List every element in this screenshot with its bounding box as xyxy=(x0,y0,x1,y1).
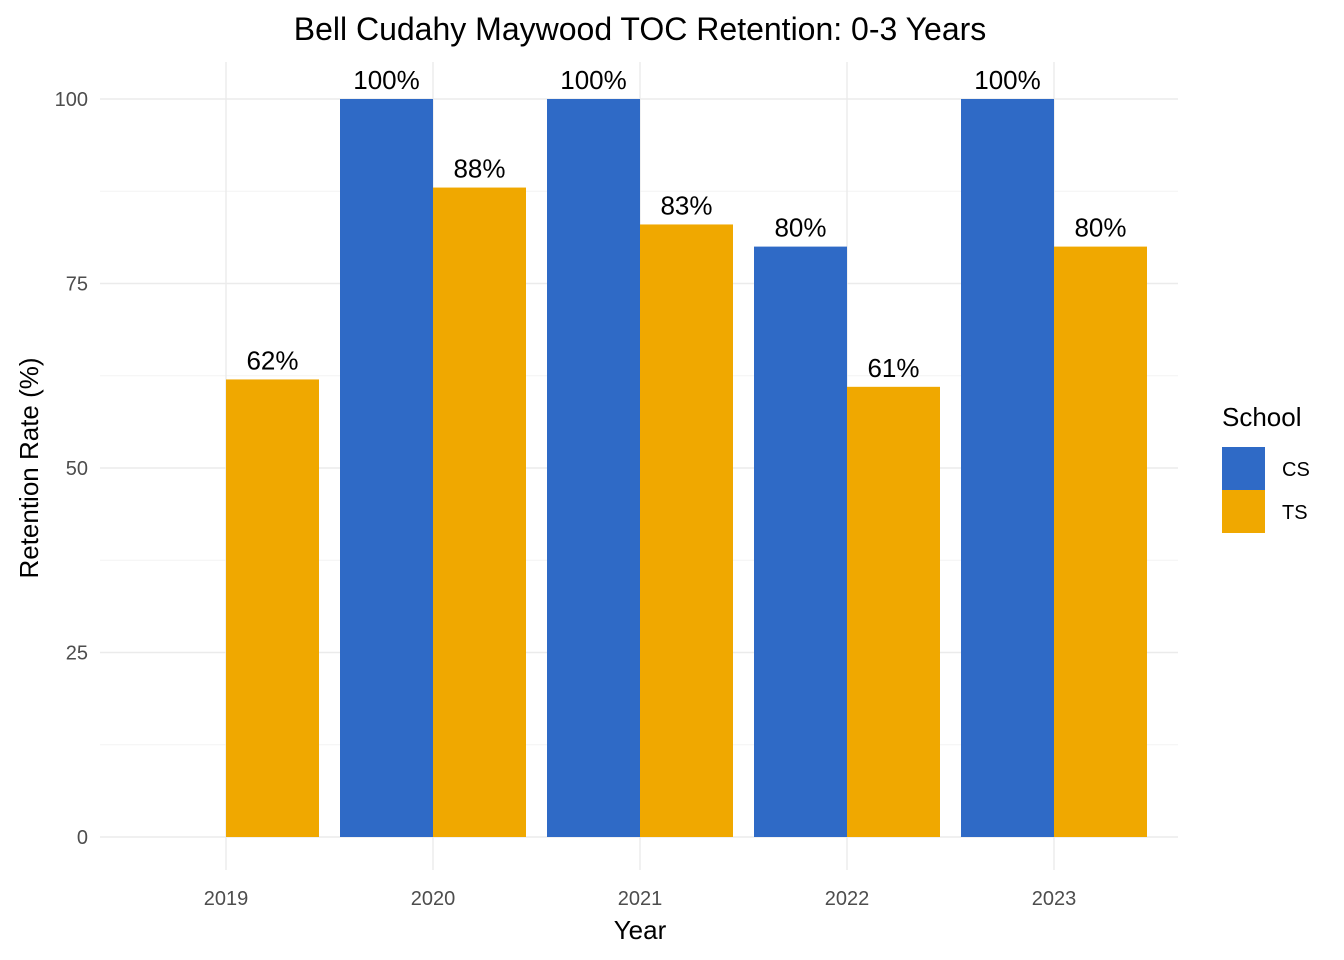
bar-data-label: 100% xyxy=(974,65,1041,95)
x-tick-label: 2023 xyxy=(1032,888,1077,910)
x-tick-label: 2020 xyxy=(411,888,456,910)
bar-cs-2023 xyxy=(961,99,1054,837)
y-axis-title: Retention Rate (%) xyxy=(14,357,44,578)
y-tick-label: 0 xyxy=(77,827,88,849)
y-tick-label: 25 xyxy=(66,643,88,665)
bar-data-label: 100% xyxy=(560,65,627,95)
x-axis-ticks: 2019 2020 2021 2022 2023 xyxy=(204,888,1077,910)
bar-ts-2023 xyxy=(1054,246,1147,838)
bar-data-label: 100% xyxy=(353,65,420,95)
bar-data-label: 83% xyxy=(660,190,712,220)
bar-data-label: 61% xyxy=(867,353,919,383)
y-tick-label: 100 xyxy=(55,89,88,111)
x-axis-title: Year xyxy=(614,915,667,945)
bar-data-label: 80% xyxy=(774,213,826,243)
bar-ts-2021 xyxy=(640,224,733,837)
x-tick-label: 2021 xyxy=(618,888,663,910)
x-tick-label: 2022 xyxy=(825,888,870,910)
bar-labels: 100% 100% 80% 100% 62% 88% 83% 61% 80% xyxy=(246,65,1126,383)
y-tick-label: 50 xyxy=(66,458,88,480)
bars xyxy=(226,99,1147,838)
bar-ts-2019 xyxy=(226,379,319,837)
legend-label-ts: TS xyxy=(1282,502,1308,524)
legend-key-cs xyxy=(1222,447,1265,490)
bar-data-label: 88% xyxy=(453,154,505,184)
y-tick-label: 75 xyxy=(66,274,88,296)
bar-cs-2021 xyxy=(547,99,640,837)
chart-title: Bell Cudahy Maywood TOC Retention: 0-3 Y… xyxy=(294,11,987,47)
bar-cs-2022 xyxy=(754,246,847,838)
x-tick-label: 2019 xyxy=(204,888,249,910)
legend-title: School xyxy=(1222,402,1302,432)
bar-data-label: 80% xyxy=(1074,213,1126,243)
bar-ts-2022 xyxy=(847,386,940,837)
legend: School CS TS xyxy=(1222,402,1310,533)
bar-cs-2020 xyxy=(340,99,433,837)
legend-key-ts xyxy=(1222,490,1265,533)
bar-ts-2020 xyxy=(433,187,526,837)
y-axis-ticks: 0 25 50 75 100 xyxy=(55,89,88,849)
bar-data-label: 62% xyxy=(246,345,298,375)
legend-label-cs: CS xyxy=(1282,459,1310,481)
